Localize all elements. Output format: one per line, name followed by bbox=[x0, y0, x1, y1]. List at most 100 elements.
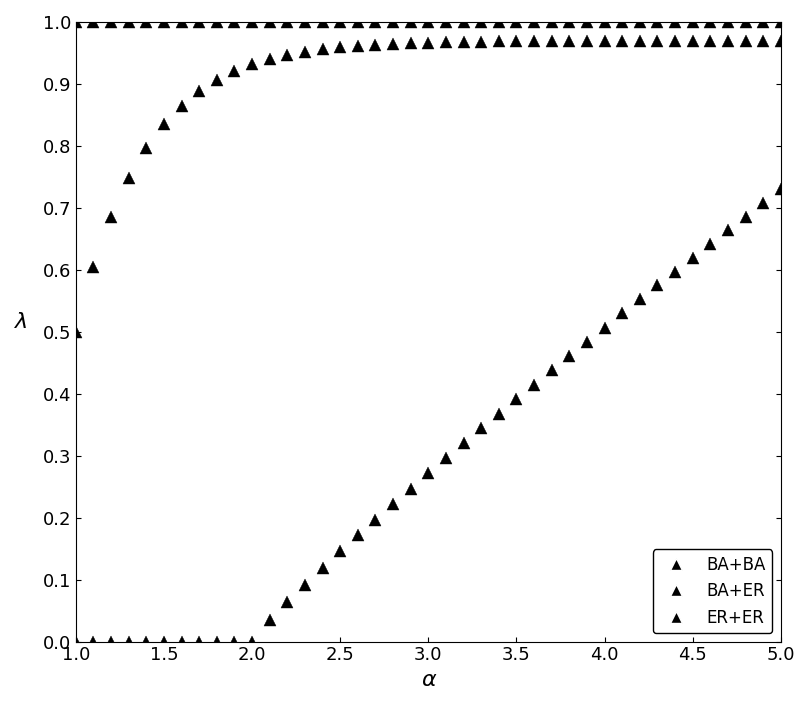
ER+ER bbox=[547, 18, 556, 26]
BA+BA bbox=[653, 281, 663, 290]
ER+ER bbox=[71, 18, 81, 26]
ER+ER bbox=[159, 18, 168, 26]
BA+BA bbox=[599, 324, 609, 332]
ER+ER bbox=[212, 18, 222, 26]
ER+ER bbox=[88, 18, 98, 26]
BA+BA bbox=[370, 515, 380, 524]
ER+ER bbox=[335, 18, 345, 26]
BA+ER bbox=[512, 37, 522, 45]
ER+ER bbox=[142, 18, 151, 26]
ER+ER bbox=[653, 18, 663, 26]
BA+ER bbox=[441, 38, 450, 47]
ER+ER bbox=[424, 18, 433, 26]
BA+BA bbox=[617, 309, 627, 318]
BA+ER bbox=[194, 87, 204, 95]
BA+BA bbox=[177, 637, 186, 646]
BA+ER bbox=[300, 48, 309, 56]
BA+BA bbox=[565, 352, 574, 360]
ER+ER bbox=[723, 18, 733, 26]
BA+ER bbox=[124, 174, 134, 183]
BA+ER bbox=[318, 45, 327, 54]
BA+ER bbox=[370, 40, 380, 49]
BA+ER bbox=[265, 55, 275, 63]
ER+ER bbox=[283, 18, 292, 26]
BA+ER bbox=[723, 37, 733, 45]
BA+ER bbox=[353, 42, 363, 50]
BA+BA bbox=[458, 439, 468, 448]
ER+ER bbox=[247, 18, 257, 26]
ER+ER bbox=[106, 18, 116, 26]
BA+BA bbox=[212, 637, 222, 646]
BA+ER bbox=[406, 39, 416, 47]
BA+ER bbox=[635, 37, 645, 45]
Line: ER+ER: ER+ER bbox=[70, 16, 787, 28]
BA+ER bbox=[670, 37, 680, 45]
Line: BA+ER: BA+ER bbox=[70, 35, 787, 338]
ER+ER bbox=[318, 18, 327, 26]
BA+BA bbox=[300, 580, 309, 589]
BA+BA bbox=[706, 240, 715, 248]
BA+ER bbox=[776, 37, 786, 45]
BA+ER bbox=[706, 37, 715, 45]
ER+ER bbox=[670, 18, 680, 26]
BA+ER bbox=[247, 60, 257, 68]
BA+ER bbox=[229, 67, 239, 75]
BA+ER bbox=[582, 37, 592, 45]
BA+ER bbox=[653, 37, 663, 45]
BA+ER bbox=[758, 37, 768, 45]
ER+ER bbox=[124, 18, 134, 26]
BA+BA bbox=[740, 212, 750, 221]
BA+BA bbox=[194, 637, 204, 646]
BA+BA bbox=[265, 616, 275, 625]
ER+ER bbox=[388, 18, 398, 26]
ER+ER bbox=[370, 18, 380, 26]
BA+BA bbox=[723, 226, 733, 235]
ER+ER bbox=[617, 18, 627, 26]
BA+BA bbox=[476, 424, 486, 433]
ER+ER bbox=[177, 18, 186, 26]
BA+ER bbox=[335, 43, 345, 51]
BA+BA bbox=[512, 395, 522, 403]
BA+BA bbox=[124, 637, 134, 646]
BA+ER bbox=[159, 120, 168, 128]
ER+ER bbox=[635, 18, 645, 26]
BA+BA bbox=[547, 366, 556, 374]
ER+ER bbox=[476, 18, 486, 26]
ER+ER bbox=[688, 18, 697, 26]
BA+BA bbox=[229, 637, 239, 646]
ER+ER bbox=[740, 18, 750, 26]
BA+ER bbox=[599, 37, 609, 45]
BA+BA bbox=[335, 547, 345, 556]
ER+ER bbox=[229, 18, 239, 26]
BA+BA bbox=[582, 338, 592, 346]
BA+ER bbox=[106, 213, 116, 221]
BA+BA bbox=[758, 199, 768, 207]
BA+ER bbox=[458, 37, 468, 46]
BA+BA bbox=[424, 469, 433, 477]
BA+BA bbox=[441, 454, 450, 462]
ER+ER bbox=[776, 18, 786, 26]
BA+ER bbox=[476, 37, 486, 46]
ER+ER bbox=[529, 18, 539, 26]
ER+ER bbox=[494, 18, 504, 26]
ER+ER bbox=[512, 18, 522, 26]
ER+ER bbox=[599, 18, 609, 26]
BA+BA bbox=[353, 531, 363, 539]
ER+ER bbox=[265, 18, 275, 26]
BA+ER bbox=[177, 102, 186, 110]
BA+BA bbox=[88, 637, 98, 646]
BA+ER bbox=[424, 38, 433, 47]
BA+BA bbox=[670, 267, 680, 276]
BA+ER bbox=[617, 37, 627, 45]
BA+BA bbox=[159, 637, 168, 646]
BA+BA bbox=[635, 295, 645, 304]
BA+ER bbox=[212, 75, 222, 84]
ER+ER bbox=[582, 18, 592, 26]
BA+BA bbox=[406, 484, 416, 493]
BA+BA bbox=[688, 254, 697, 262]
BA+ER bbox=[565, 37, 574, 45]
ER+ER bbox=[706, 18, 715, 26]
BA+ER bbox=[688, 37, 697, 45]
BA+BA bbox=[283, 598, 292, 606]
BA+BA bbox=[776, 185, 786, 193]
